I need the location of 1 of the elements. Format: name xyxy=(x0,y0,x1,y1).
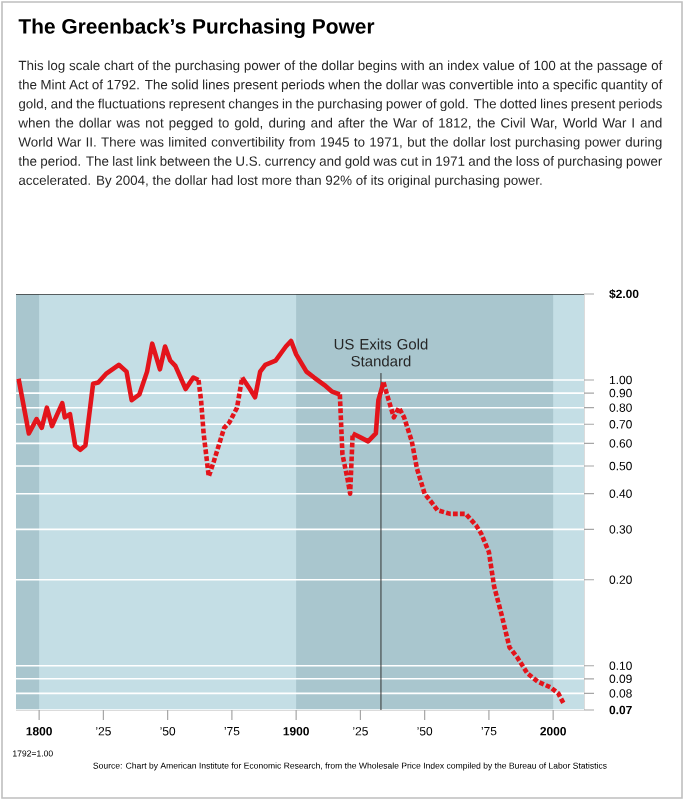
chart-title: The Greenback’s Purchasing Power xyxy=(18,18,375,38)
